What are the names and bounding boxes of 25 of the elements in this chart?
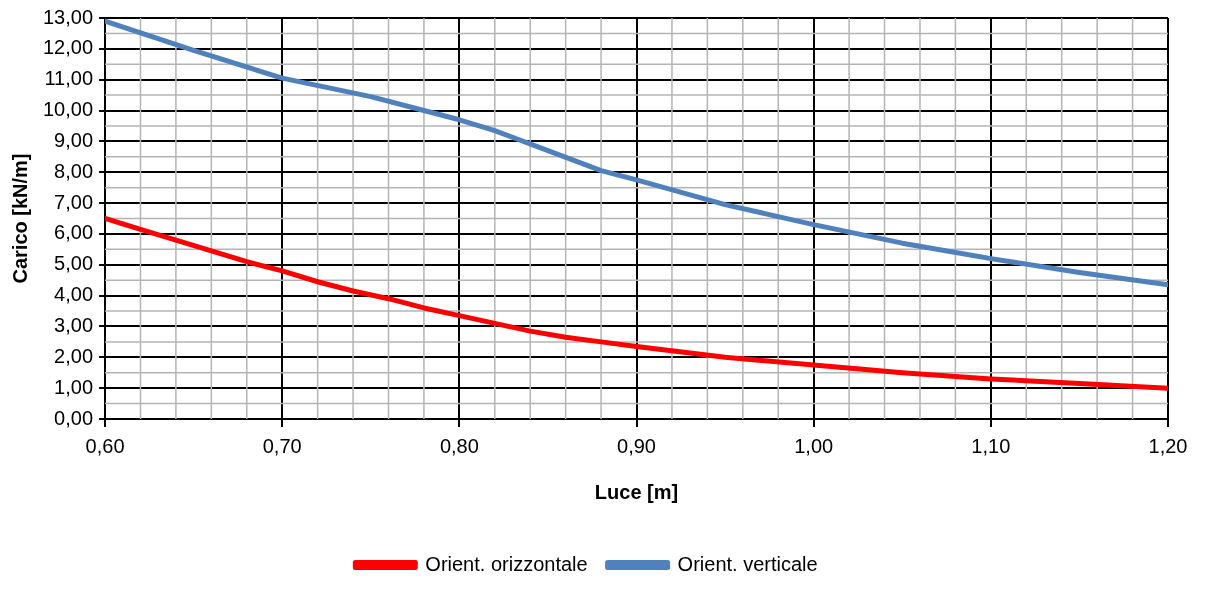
- x-tick-label: 1,00: [794, 434, 834, 457]
- x-tick-label: 0,90: [617, 434, 656, 457]
- x-tick-label: 0,70: [262, 434, 302, 457]
- y-tick-label: 0,00: [54, 406, 94, 429]
- y-tick-label: 2,00: [54, 344, 94, 367]
- y-tick-label: 4,00: [54, 283, 94, 306]
- x-tick-label: 0,80: [439, 434, 479, 457]
- legend-label: Orient. verticale: [677, 552, 818, 575]
- legend-label: Orient. orizzontale: [425, 552, 588, 575]
- y-tick-label: 5,00: [54, 252, 94, 275]
- y-tick-label: 6,00: [54, 221, 94, 244]
- y-axis-title: Carico [kN/m]: [8, 153, 31, 284]
- y-tick-label: 10,00: [42, 98, 94, 121]
- y-tick-label: 12,00: [42, 36, 94, 59]
- x-tick-label: 0,60: [85, 434, 125, 457]
- y-tick-label: 3,00: [54, 313, 94, 336]
- x-tick-label: 1,20: [1148, 434, 1188, 457]
- y-tick-label: 9,00: [54, 128, 94, 151]
- x-tick-label: 1,10: [971, 434, 1011, 457]
- y-tick-label: 7,00: [54, 190, 94, 213]
- x-axis-title: Luce [m]: [594, 480, 679, 503]
- y-tick-label: 13,00: [42, 5, 94, 28]
- y-tick-label: 1,00: [54, 375, 94, 398]
- y-tick-label: 8,00: [54, 159, 94, 182]
- y-tick-label: 11,00: [44, 67, 94, 90]
